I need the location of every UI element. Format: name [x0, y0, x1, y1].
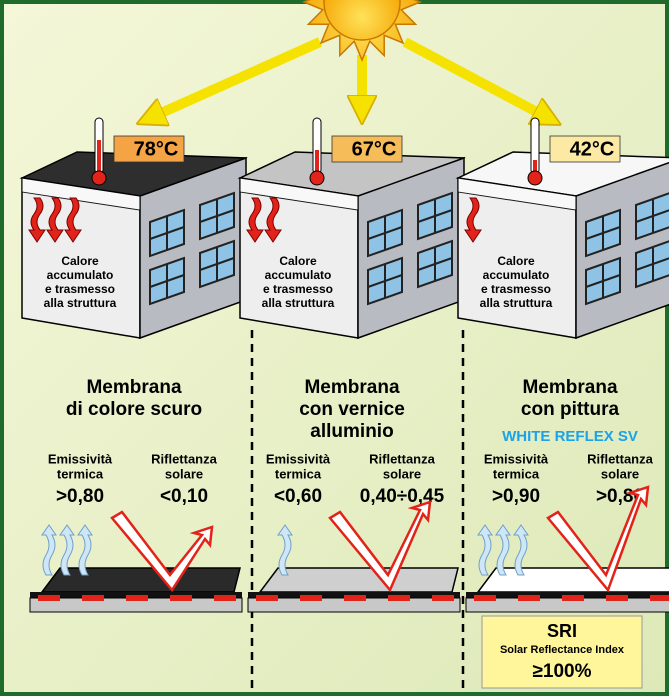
- emissivity-value: <0,60: [274, 486, 322, 507]
- reflectance-label: solare: [383, 466, 421, 481]
- membrane-dash: [38, 595, 60, 601]
- emissivity-label: termica: [275, 466, 322, 481]
- thermometer-bulb: [92, 171, 106, 185]
- membrane-title: alluminio: [310, 421, 393, 442]
- heat-label: alla struttura: [262, 296, 335, 310]
- emissivity-value: >0,80: [56, 486, 104, 507]
- heat-label: accumulato: [483, 268, 550, 282]
- heat-label: alla struttura: [480, 296, 553, 310]
- membrane-dash: [388, 595, 410, 601]
- membrane-dash: [518, 595, 540, 601]
- membrane-dash: [300, 595, 322, 601]
- reflectance-value: 0,40÷0,45: [360, 486, 445, 507]
- thermometer-bulb: [528, 171, 542, 185]
- emissivity-label: Emissività: [484, 451, 549, 466]
- emissivity-label: Emissività: [48, 451, 113, 466]
- heat-label: e trasmesso: [45, 282, 115, 296]
- membrane-dash: [432, 595, 454, 601]
- membrane-dash: [344, 595, 366, 601]
- thermometer-bulb: [310, 171, 324, 185]
- membrane-dash: [256, 595, 278, 601]
- membrane-title: Membrana: [522, 377, 617, 398]
- heat-label: accumulato: [47, 268, 114, 282]
- heat-label: accumulato: [265, 268, 332, 282]
- membrane-title: con vernice: [299, 399, 405, 420]
- membrane-top: [478, 568, 669, 592]
- emissivity-label: termica: [57, 466, 104, 481]
- emissivity-label: termica: [493, 466, 540, 481]
- membrane-dash: [474, 595, 496, 601]
- membrane-title: di colore scuro: [66, 399, 202, 420]
- membrane-title: Membrana: [304, 377, 399, 398]
- reflectance-label: Riflettanza: [151, 451, 218, 466]
- membrane-top: [42, 568, 240, 592]
- temperature: 67°C: [352, 138, 397, 160]
- emissivity-value: >0,90: [492, 486, 540, 507]
- heat-label: e trasmesso: [481, 282, 551, 296]
- heat-label: alla struttura: [44, 296, 117, 310]
- emissivity-label: Emissività: [266, 451, 331, 466]
- membrane-title: con pittura: [521, 399, 620, 420]
- reflectance-label: solare: [165, 466, 203, 481]
- membrane-dash: [606, 595, 628, 601]
- sri-box: SRI Solar Reflectance Index ≥100%: [482, 616, 642, 688]
- heat-label: e trasmesso: [263, 282, 333, 296]
- reflectance-label: Riflettanza: [369, 451, 436, 466]
- sri-value: ≥100%: [532, 661, 591, 682]
- membrane-dash: [650, 595, 669, 601]
- membrane-dash: [126, 595, 148, 601]
- reflectance-label: Riflettanza: [587, 451, 654, 466]
- product-name: WHITE REFLEX SV: [502, 428, 638, 445]
- temperature: 78°C: [134, 138, 179, 160]
- membrane-dash: [82, 595, 104, 601]
- thermometer-level: [315, 150, 319, 174]
- reflectance-value: <0,10: [160, 486, 208, 507]
- heat-label: Calore: [61, 254, 99, 268]
- reflectance-label: solare: [601, 466, 639, 481]
- membrane-title: Membrana: [86, 377, 181, 398]
- membrane-dash: [562, 595, 584, 601]
- diagram: 78°CCaloreaccumulatoe trasmessoalla stru…: [0, 0, 669, 696]
- sri-subtitle: Solar Reflectance Index: [500, 644, 625, 656]
- membrane-top: [260, 568, 458, 592]
- thermometer-level: [97, 140, 101, 174]
- membrane-dash: [214, 595, 236, 601]
- membrane-dash: [170, 595, 192, 601]
- heat-label: Calore: [279, 254, 317, 268]
- temperature: 42°C: [570, 138, 615, 160]
- heat-label: Calore: [497, 254, 535, 268]
- sri-title: SRI: [547, 621, 577, 641]
